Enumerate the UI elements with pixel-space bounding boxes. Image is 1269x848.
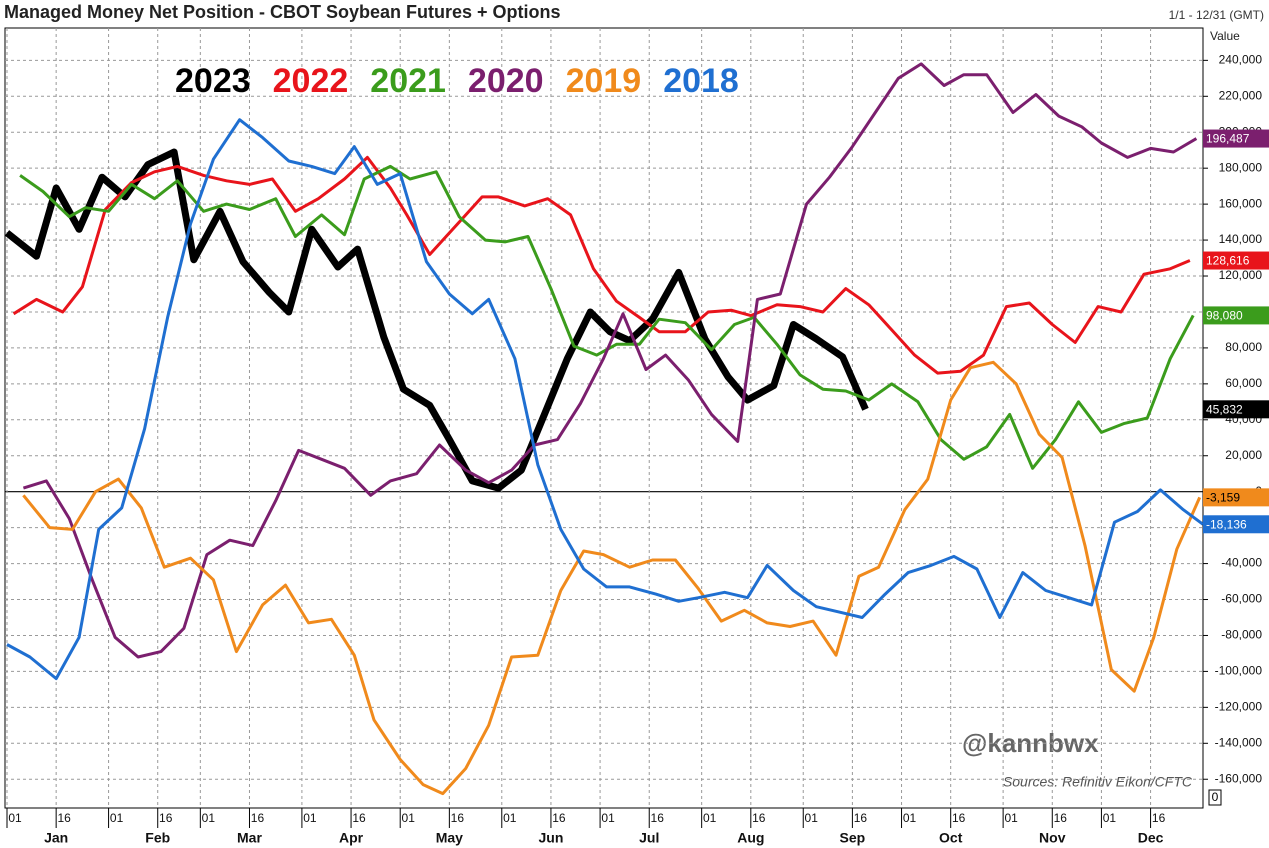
month-label: Mar — [237, 830, 262, 846]
x-tick-label: 16 — [952, 811, 966, 825]
month-label: Jul — [639, 830, 659, 846]
x-tick-label: 16 — [57, 811, 71, 825]
x-tick-label: 01 — [1004, 811, 1018, 825]
last-value-label: 98,080 — [1206, 309, 1243, 323]
x-tick-label: 16 — [651, 811, 665, 825]
month-label: Oct — [939, 830, 963, 846]
legend-entry: 2022 — [273, 62, 349, 100]
series-line — [22, 360, 1202, 796]
x-tick-label: 16 — [159, 811, 173, 825]
y-tick-label: -80,000 — [1221, 628, 1262, 642]
x-tick-label: 16 — [251, 811, 265, 825]
series-line — [12, 155, 1191, 375]
last-value-label: 196,487 — [1206, 132, 1250, 146]
last-value-box — [1203, 515, 1269, 534]
y-tick-label: -140,000 — [1215, 735, 1263, 749]
x-tick-label: 01 — [8, 811, 22, 825]
y-tick-label: -40,000 — [1221, 556, 1262, 570]
y-tick-label: 240,000 — [1219, 53, 1263, 67]
x-tick-label: 01 — [402, 811, 416, 825]
x-tick-label: 16 — [352, 811, 366, 825]
x-tick-label: 16 — [552, 811, 566, 825]
last-value-box — [1203, 306, 1269, 325]
month-label: Apr — [339, 830, 364, 846]
x-tick-label: 16 — [854, 811, 868, 825]
last-value-box — [1203, 251, 1269, 270]
y-tick-label: 60,000 — [1225, 376, 1262, 390]
legend-entry: 2019 — [566, 62, 642, 100]
y-tick-label: -120,000 — [1215, 700, 1263, 714]
source: Sources: Refinitiv Eikon/CFTC — [1003, 774, 1193, 790]
month-label: Dec — [1138, 830, 1164, 846]
legend-entry: 2020 — [468, 62, 544, 100]
y-tick-label: 180,000 — [1219, 160, 1263, 174]
month-label: Sep — [840, 830, 866, 846]
x-tick-label: 01 — [703, 811, 717, 825]
last-value-box — [1203, 400, 1269, 419]
x-tick-label: 16 — [451, 811, 465, 825]
y-tick-label: -160,000 — [1215, 771, 1263, 785]
y-tick-label: 220,000 — [1219, 88, 1263, 102]
y-tick-label: 160,000 — [1219, 196, 1263, 210]
series-line — [4, 148, 869, 492]
last-value-label: -3,159 — [1206, 491, 1240, 505]
month-label: Aug — [737, 830, 764, 846]
month-label: Jan — [44, 830, 68, 846]
x-tick-label: 16 — [752, 811, 766, 825]
last-value-label: -18,136 — [1206, 517, 1247, 531]
x-tick-label: 01 — [303, 811, 317, 825]
y-tick-label: 20,000 — [1225, 448, 1262, 462]
y-axis-label: Value — [1210, 29, 1240, 43]
date-range: 1/1 - 12/31 (GMT) — [1169, 8, 1264, 22]
x-tick-label: 01 — [503, 811, 517, 825]
month-label: Nov — [1039, 830, 1066, 846]
y-tick-label: 80,000 — [1225, 340, 1262, 354]
y-tick-label: -60,000 — [1221, 592, 1262, 606]
last-value-box — [1203, 129, 1269, 148]
legend-entry: 2018 — [663, 62, 739, 100]
legend-entry: 2021 — [370, 62, 446, 100]
month-label: Feb — [145, 830, 170, 846]
watermark: @kannbwx — [962, 728, 1099, 758]
y-tick-label: 140,000 — [1219, 232, 1263, 246]
x-tick-label: 01 — [110, 811, 124, 825]
lower-axis-label: 0 — [1212, 790, 1219, 804]
legend-entry: 2023 — [175, 62, 251, 100]
x-tick-label: 01 — [601, 811, 615, 825]
x-tick-label: 16 — [1152, 811, 1166, 825]
series-line — [6, 118, 1204, 681]
x-tick-label: 16 — [1054, 811, 1068, 825]
plot-area — [4, 27, 1204, 809]
month-label: May — [436, 830, 463, 846]
last-value-label: 45,832 — [1206, 402, 1243, 416]
x-tick-label: 01 — [1103, 811, 1117, 825]
last-value-box — [1203, 488, 1269, 507]
x-tick-label: 01 — [805, 811, 819, 825]
lower-axis-box — [1208, 789, 1222, 806]
chart-title: Managed Money Net Position - CBOT Soybea… — [4, 2, 561, 22]
x-tick-label: 01 — [903, 811, 917, 825]
series-line — [22, 62, 1198, 659]
month-label: Jun — [538, 830, 563, 846]
y-tick-label: 120,000 — [1219, 268, 1263, 282]
x-tick-label: 01 — [202, 811, 216, 825]
last-value-label: 128,616 — [1206, 254, 1250, 268]
y-tick-label: -100,000 — [1215, 664, 1263, 678]
